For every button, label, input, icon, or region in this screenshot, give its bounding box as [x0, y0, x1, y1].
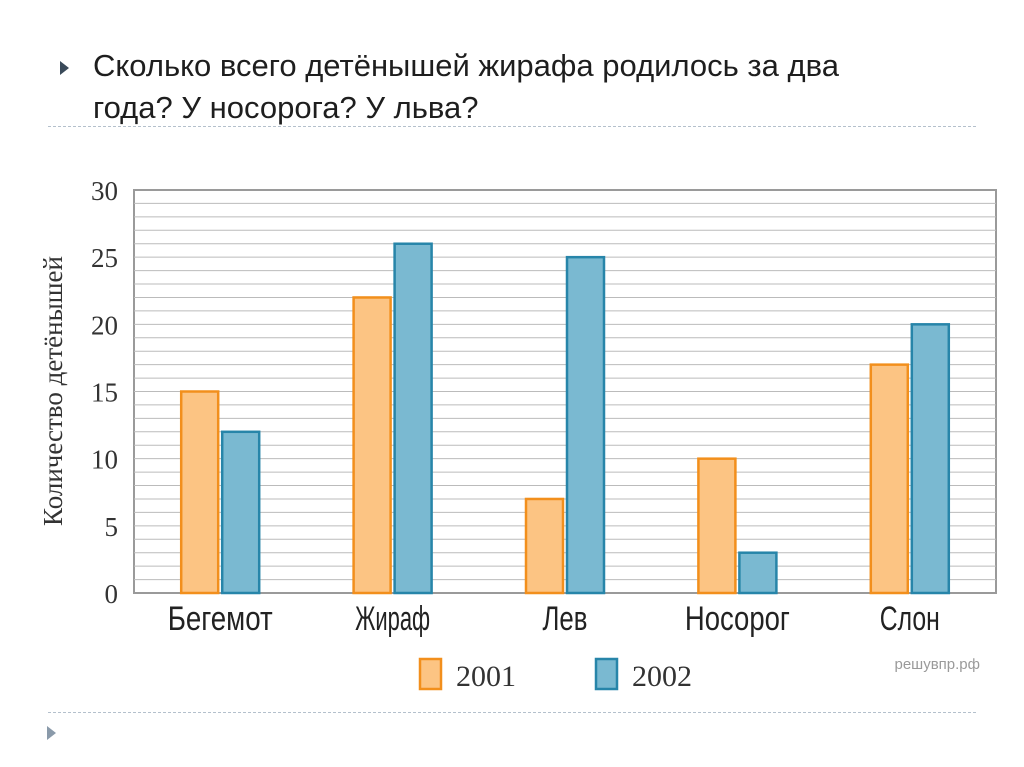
category-label: Жираф — [355, 600, 430, 638]
y-tick-label: 25 — [91, 243, 118, 273]
category-label: Носорог — [685, 600, 790, 638]
y-tick-label: 15 — [91, 378, 118, 408]
bar-2002-Бегемот — [220, 430, 261, 595]
bullet-icon — [47, 726, 56, 740]
y-tick-label: 0 — [105, 579, 119, 609]
bars — [179, 242, 951, 595]
legend-label: 2002 — [632, 660, 692, 693]
legend: 2001 2002 — [418, 657, 692, 693]
watermark: решувпр.рф — [894, 656, 980, 673]
category-labels: Бегемот Жираф Лев Носорог Слон — [168, 600, 940, 638]
bar-2001-Жираф — [352, 296, 392, 595]
bar-2001-Слон — [869, 363, 910, 595]
y-tick-label: 20 — [91, 310, 118, 340]
bar-2002-Носорог — [738, 551, 778, 595]
category-label: Лев — [543, 600, 588, 638]
divider-top — [48, 126, 976, 127]
bullet-icon — [60, 61, 69, 75]
bar-2001-Носорог — [697, 457, 737, 595]
y-axis-label: Количество детёнышей — [38, 256, 68, 526]
legend-swatch-2002 — [594, 657, 619, 691]
y-tick-label: 30 — [91, 176, 118, 206]
bar-2002-Лев — [565, 255, 606, 595]
bar-2002-Жираф — [393, 242, 433, 595]
category-label: Бегемот — [168, 600, 273, 638]
divider-bottom — [48, 712, 976, 713]
bar-2001-Бегемот — [179, 390, 220, 595]
bar-2002-Слон — [910, 323, 951, 595]
y-tick-label: 10 — [91, 445, 118, 475]
category-label: Слон — [880, 600, 940, 638]
bar-2001-Лев — [524, 497, 565, 595]
legend-swatch-2001 — [418, 657, 443, 691]
legend-label: 2001 — [456, 660, 516, 693]
grid-lines — [134, 202, 996, 581]
y-tick-labels: 0 5 10 15 20 25 30 — [91, 176, 118, 609]
question-text: Сколько всего детёнышей жирафа родилось … — [93, 48, 839, 125]
y-tick-label: 5 — [105, 512, 119, 542]
